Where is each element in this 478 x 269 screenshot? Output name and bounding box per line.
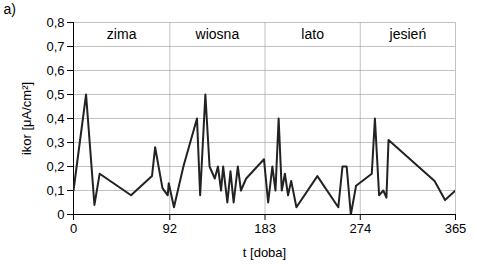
svg-text:0,2: 0,2 (46, 159, 64, 174)
svg-text:jesień: jesień (389, 26, 427, 42)
svg-text:lato: lato (301, 26, 324, 42)
svg-text:ikor [μA/cm²]: ikor [μA/cm²] (19, 82, 34, 155)
svg-text:a): a) (4, 1, 16, 17)
svg-text:t [doba]: t [doba] (243, 245, 286, 260)
svg-text:274: 274 (349, 221, 371, 236)
svg-text:0,1: 0,1 (46, 183, 64, 198)
svg-text:0,5: 0,5 (46, 87, 64, 102)
svg-text:wiosna: wiosna (195, 26, 240, 42)
svg-text:0,6: 0,6 (46, 63, 64, 78)
svg-text:0: 0 (70, 221, 77, 236)
svg-text:0: 0 (57, 207, 64, 222)
svg-text:zima: zima (107, 26, 137, 42)
svg-text:365: 365 (445, 221, 467, 236)
svg-text:0,3: 0,3 (46, 135, 64, 150)
svg-text:92: 92 (163, 221, 177, 236)
svg-text:0,8: 0,8 (46, 15, 64, 30)
svg-text:183: 183 (254, 221, 276, 236)
svg-text:0,7: 0,7 (46, 39, 64, 54)
svg-text:0,4: 0,4 (46, 111, 64, 126)
